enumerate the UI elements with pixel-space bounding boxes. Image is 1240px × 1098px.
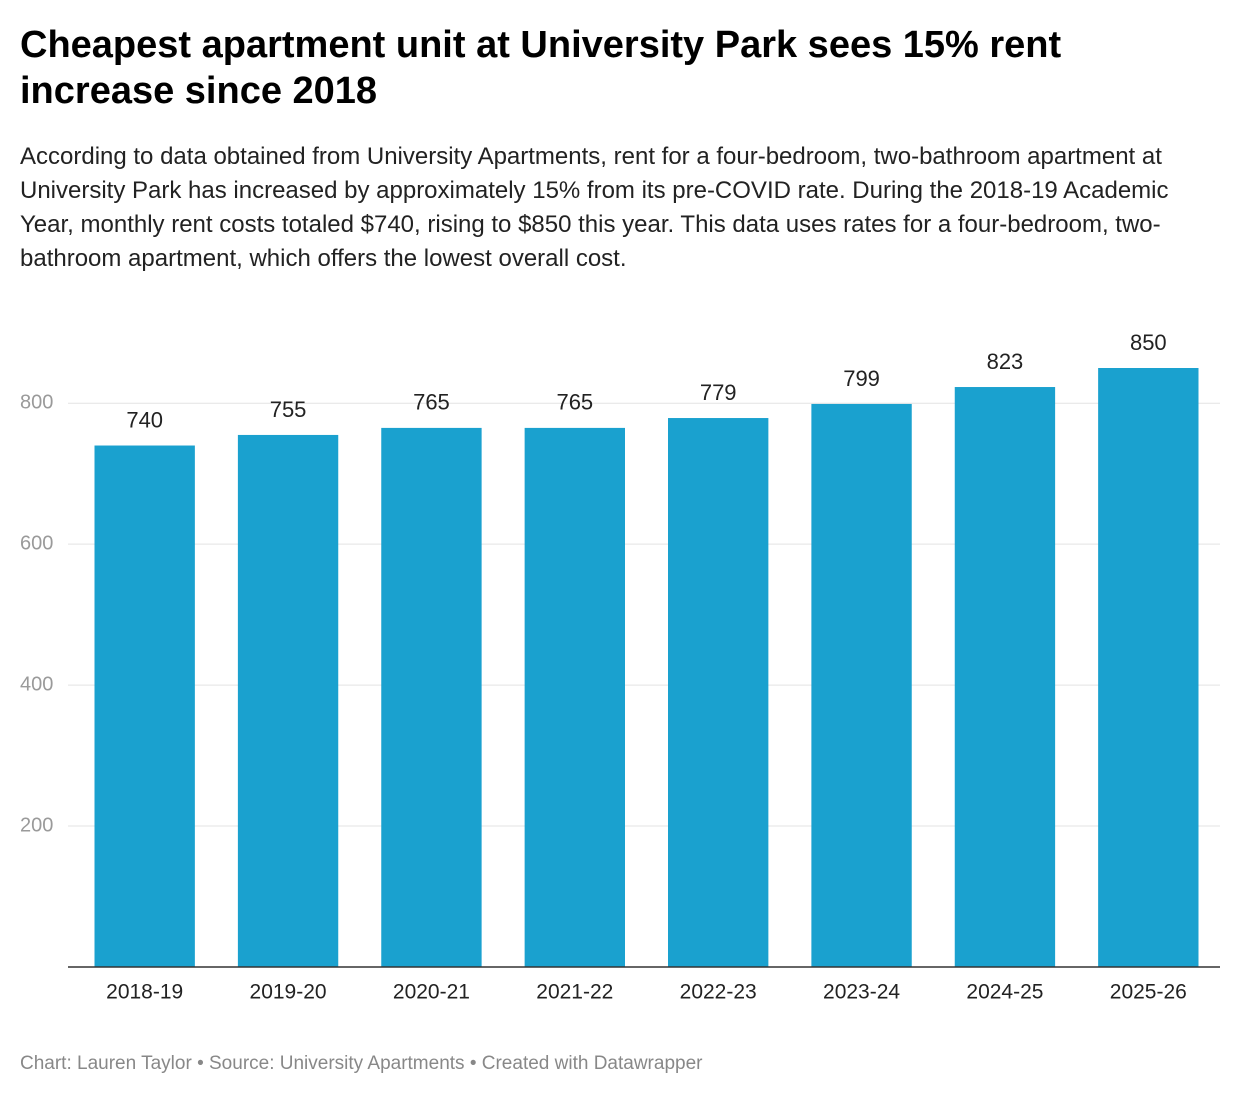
bar	[668, 418, 769, 967]
value-label: 765	[413, 390, 450, 415]
value-label: 740	[126, 407, 163, 432]
bar	[954, 387, 1056, 967]
chart-subtitle: According to data obtained from Universi…	[20, 143, 1169, 272]
value-label: 755	[270, 397, 307, 422]
x-tick-label: 2023-24	[823, 981, 900, 1004]
x-tick-label: 2019-20	[250, 981, 327, 1004]
value-label: 779	[700, 380, 737, 405]
value-label: 799	[843, 366, 880, 391]
bar	[524, 427, 625, 967]
x-tick-label: 2021-22	[536, 981, 613, 1004]
value-label: 765	[556, 390, 593, 415]
x-tick-label: 2024-25	[966, 981, 1043, 1004]
y-tick-label: 800	[20, 392, 53, 414]
bar	[237, 434, 339, 968]
value-label: 850	[1130, 330, 1167, 355]
chart-title: Cheapest apartment unit at University Pa…	[20, 24, 1062, 112]
bar	[381, 427, 482, 967]
bar	[811, 403, 912, 967]
value-label: 823	[987, 349, 1024, 374]
x-tick-label: 2022-23	[680, 981, 757, 1004]
chart-footer: Chart: Lauren Taylor • Source: Universit…	[20, 1053, 703, 1074]
x-tick-label: 2018-19	[106, 981, 183, 1004]
bar	[1098, 368, 1199, 967]
y-tick-label: 600	[20, 532, 53, 554]
y-tick-label: 200	[20, 814, 53, 836]
y-tick-label: 400	[20, 673, 53, 695]
x-tick-label: 2020-21	[393, 981, 470, 1004]
x-tick-label: 2025-26	[1110, 981, 1187, 1004]
bar	[94, 445, 195, 967]
